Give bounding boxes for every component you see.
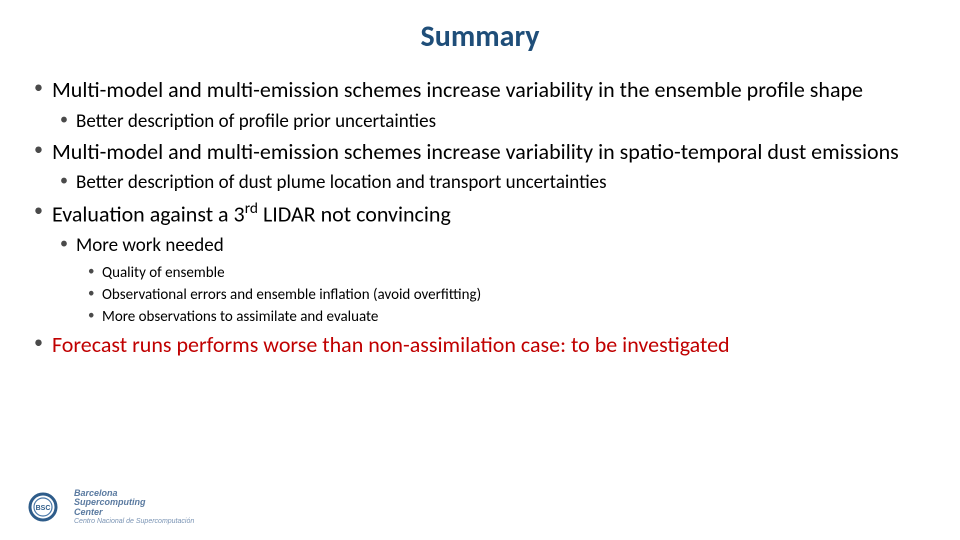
bsc-logo-icon: BSC [28, 492, 66, 522]
logo-line2b: Center [74, 508, 194, 518]
bullet-1a: Better description of profile prior unce… [28, 110, 932, 135]
bullet-3-pre: Evaluation against a 3 [52, 200, 245, 227]
bullet-list: Multi-model and multi-emission schemes i… [28, 77, 932, 358]
bullet-3-post: LIDAR not convincing [258, 200, 451, 227]
footer-logo: BSC Barcelona Supercomputing Center Cent… [28, 489, 194, 526]
bullet-3a: More work needed [28, 234, 932, 259]
svg-text:BSC: BSC [36, 505, 51, 512]
slide: Summary Multi-model and multi-emission s… [0, 0, 960, 540]
slide-title: Summary [28, 18, 932, 55]
bsc-logo-text: Barcelona Supercomputing Center Centro N… [74, 489, 194, 526]
bullet-3a-ii: Observational errors and ensemble inflat… [28, 285, 932, 305]
bullet-3a-i: Quality of ensemble [28, 263, 932, 283]
bullet-1: Multi-model and multi-emission schemes i… [28, 77, 932, 104]
bullet-4-highlight: Forecast runs performs worse than non-as… [28, 332, 932, 359]
bullet-2: Multi-model and multi-emission schemes i… [28, 139, 932, 166]
bullet-3: Evaluation against a 3rd LIDAR not convi… [28, 200, 932, 228]
logo-line3: Centro Nacional de Supercomputación [74, 518, 194, 526]
bullet-3-sup: rd [245, 199, 258, 218]
bullet-2a: Better description of dust plume locatio… [28, 171, 932, 196]
bullet-3a-iii: More observations to assimilate and eval… [28, 307, 932, 327]
